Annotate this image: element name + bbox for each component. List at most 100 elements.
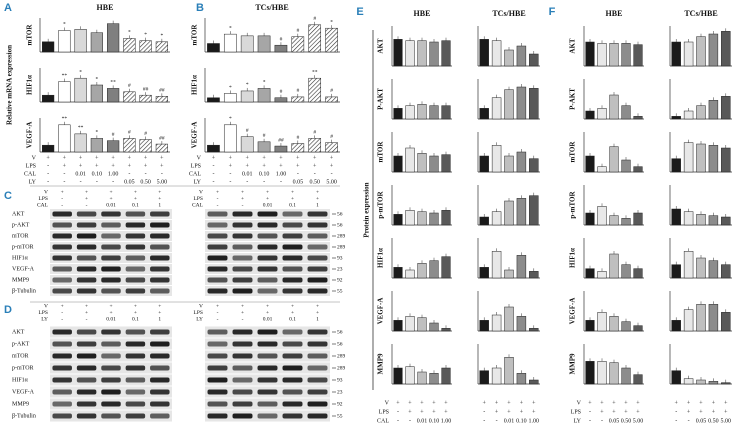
row-label: LY — [574, 418, 582, 424]
significance-mark: # — [144, 131, 147, 137]
row-label: V — [199, 303, 203, 309]
row-cell: + — [212, 155, 216, 161]
blot-band — [282, 377, 303, 383]
chart-name: p-mTOR — [569, 191, 577, 219]
chart-name: mTOR — [26, 24, 34, 46]
row-cell: + — [262, 155, 266, 161]
significance-mark: # — [330, 134, 333, 140]
bar — [721, 31, 731, 67]
row-cell: 1.00 — [529, 418, 540, 424]
row-cell: 1 — [316, 316, 319, 322]
bar — [621, 218, 631, 226]
row-cell: + — [160, 155, 164, 161]
blot-band — [207, 389, 228, 395]
bar — [721, 382, 731, 385]
significance-mark: * — [229, 85, 232, 91]
row-cell: 1.00 — [276, 171, 287, 177]
blot-band — [282, 288, 303, 294]
blot-band — [76, 255, 97, 261]
bar — [585, 268, 595, 279]
bar — [621, 367, 631, 385]
row-cell: - — [280, 179, 282, 185]
bar — [155, 143, 168, 153]
blot-band — [232, 244, 253, 250]
row-cell: + — [241, 303, 244, 309]
blot-band — [232, 341, 253, 347]
row-cell: 1 — [158, 316, 161, 322]
bar — [291, 96, 305, 103]
bar — [633, 166, 643, 173]
significance-mark: * — [229, 25, 232, 31]
row-cell: - — [242, 202, 244, 208]
blot-band — [257, 244, 278, 250]
blot-band — [257, 377, 278, 383]
bar — [74, 133, 87, 153]
blot-band — [101, 365, 121, 371]
blot-band — [282, 401, 303, 407]
significance-mark: ## — [159, 135, 165, 141]
bar — [585, 320, 595, 332]
row-label: LPS — [194, 196, 203, 202]
bar — [609, 316, 619, 332]
bar — [721, 96, 731, 120]
blot-band — [150, 255, 170, 261]
chart-name: AKT — [569, 38, 577, 54]
significance-mark: * — [330, 19, 333, 25]
row-cell: 0.10 — [429, 418, 440, 424]
bar — [504, 306, 514, 332]
blot-band — [307, 329, 328, 335]
row-label: LY — [196, 316, 203, 322]
row-cell: + — [158, 189, 161, 195]
blot-band — [257, 266, 278, 272]
chart-name: VEGF-A — [26, 122, 34, 149]
bar — [708, 215, 719, 226]
significance-mark: ## — [278, 137, 284, 143]
blot-band — [150, 277, 170, 283]
protein-label: VEGF-A — [12, 389, 35, 395]
row-cell: + — [134, 310, 137, 316]
bar — [708, 381, 719, 385]
kda-label: 23 — [337, 389, 343, 395]
significance-mark: ** — [110, 80, 116, 86]
row-label: LY — [41, 316, 48, 322]
bar — [597, 166, 607, 173]
blot-band — [76, 389, 97, 395]
bar — [74, 29, 87, 53]
row-cell: - — [61, 310, 63, 316]
significance-mark: * — [161, 33, 164, 39]
row-label: LY — [194, 179, 202, 185]
row-cell: - — [601, 418, 603, 424]
blot-band — [232, 288, 253, 294]
blot-band — [282, 255, 303, 261]
bar — [633, 374, 643, 385]
bar — [621, 321, 631, 332]
blot-band — [207, 353, 228, 359]
row-cell: - — [217, 202, 219, 208]
bar — [516, 45, 527, 67]
bar — [504, 269, 514, 279]
row-cell: 0.01 — [106, 316, 116, 322]
bar — [405, 147, 415, 173]
bar — [441, 40, 451, 67]
significance-mark: # — [296, 88, 299, 94]
protein-label: AKT — [12, 211, 25, 217]
blot-band — [52, 341, 72, 347]
blot-band — [76, 353, 97, 359]
blot-band — [101, 341, 121, 347]
bar — [417, 104, 427, 120]
bar — [721, 147, 731, 173]
row-cell: + — [675, 400, 679, 406]
significance-mark: * — [229, 116, 232, 122]
row-cell: + — [158, 310, 161, 316]
bar — [441, 328, 451, 332]
chart-name: AKT — [377, 38, 385, 54]
significance-mark: # — [330, 88, 333, 94]
blot-band — [125, 353, 146, 359]
row-cell: - — [161, 171, 163, 177]
bar — [441, 367, 451, 385]
row-label: CAL — [37, 202, 49, 208]
blot-band — [150, 341, 170, 347]
bar — [417, 153, 427, 173]
blot-band — [76, 233, 97, 239]
bar — [223, 124, 237, 153]
